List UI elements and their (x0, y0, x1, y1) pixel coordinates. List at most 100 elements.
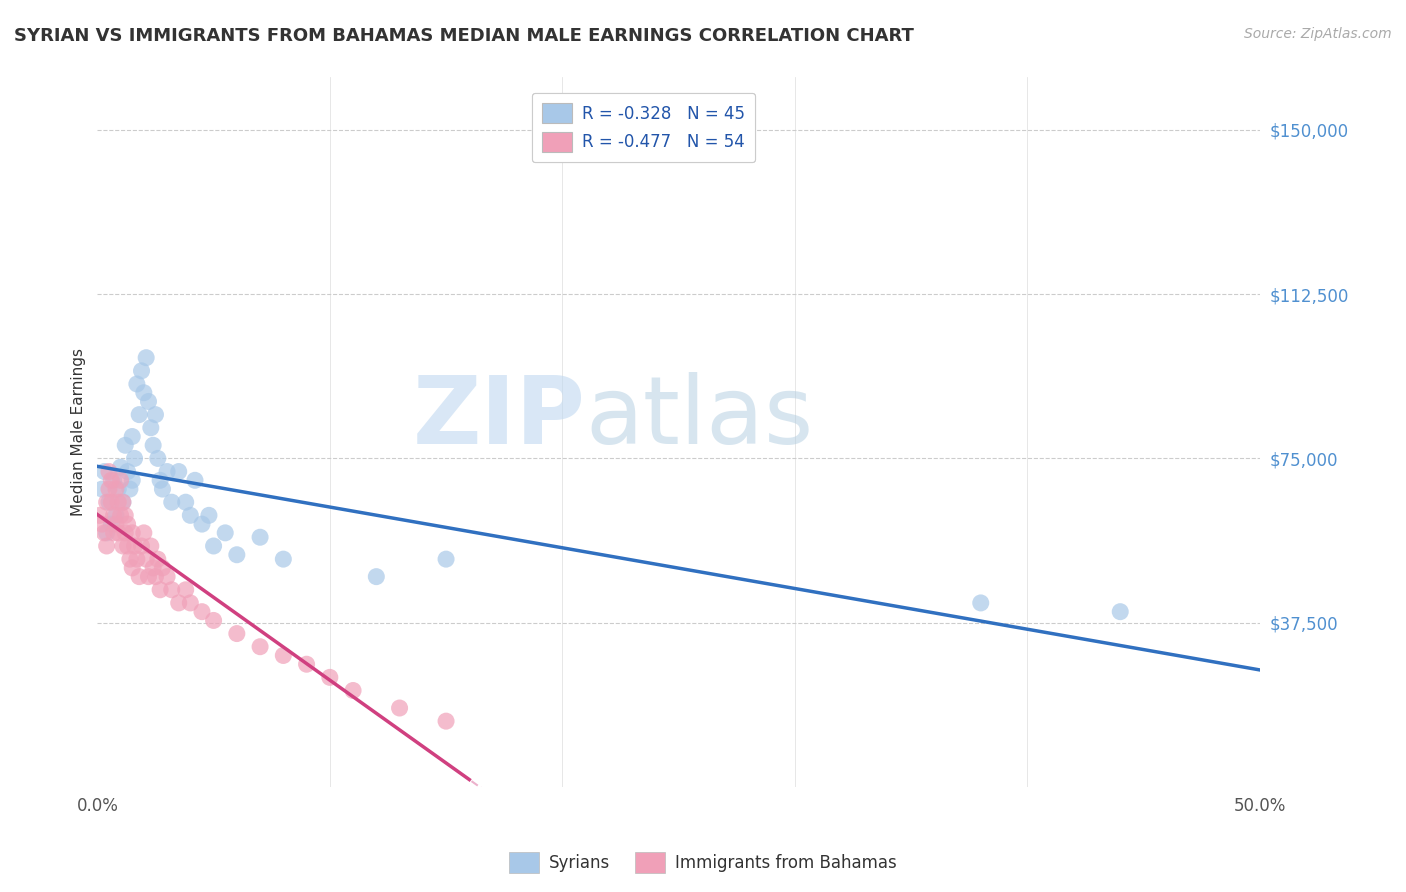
Point (366, 569, 388, 583)
Point (96, 539, 118, 553)
Point (132, 385, 155, 400)
Point (107, 495, 129, 509)
Point (131, 539, 153, 553)
Point (138, 394, 160, 409)
Point (111, 495, 134, 509)
Point (198, 508, 221, 523)
Point (118, 482, 141, 496)
Point (249, 530, 271, 544)
Point (156, 465, 179, 479)
Point (146, 451, 169, 466)
Text: atlas: atlas (585, 372, 814, 464)
Point (295, 657, 318, 672)
Point (121, 429, 143, 443)
Point (273, 648, 295, 663)
Point (104, 508, 127, 523)
Text: Source: ZipAtlas.com: Source: ZipAtlas.com (1244, 27, 1392, 41)
Point (104, 482, 127, 496)
Point (146, 552, 169, 566)
Point (98, 482, 121, 496)
Point (91, 482, 114, 496)
Legend: R = -0.328   N = 45, R = -0.477   N = 54: R = -0.328 N = 45, R = -0.477 N = 54 (531, 93, 755, 161)
Point (970, 596, 993, 610)
Point (107, 525, 129, 540)
Point (142, 561, 165, 575)
Point (93, 465, 115, 479)
Point (110, 508, 132, 523)
Point (98, 495, 121, 509)
Point (191, 517, 214, 532)
Point (114, 508, 136, 523)
Point (103, 508, 125, 523)
Point (103, 525, 125, 540)
Point (184, 473, 207, 487)
Point (118, 552, 141, 566)
Point (342, 683, 364, 698)
Point (225, 548, 247, 562)
Point (100, 517, 122, 532)
Point (145, 569, 167, 583)
Point (110, 460, 132, 475)
Point (91, 517, 114, 532)
Point (167, 465, 190, 479)
Point (145, 408, 167, 422)
Point (273, 552, 295, 566)
Point (149, 582, 172, 597)
Point (174, 495, 197, 509)
Point (110, 473, 132, 487)
Point (179, 508, 201, 523)
Point (121, 561, 143, 575)
Point (149, 473, 172, 487)
Point (434, 552, 457, 566)
Point (160, 495, 183, 509)
Point (100, 495, 122, 509)
Point (139, 539, 162, 553)
Point (152, 482, 174, 496)
Point (121, 473, 143, 487)
Point (132, 525, 155, 540)
Point (128, 408, 150, 422)
Point (103, 473, 125, 487)
Point (117, 539, 139, 553)
Point (214, 525, 236, 540)
Legend: Syrians, Immigrants from Bahamas: Syrians, Immigrants from Bahamas (502, 846, 904, 880)
Point (121, 525, 143, 540)
Point (98, 465, 121, 479)
Point (139, 421, 162, 435)
Point (1109, 605, 1132, 619)
Point (160, 582, 183, 597)
Point (191, 605, 214, 619)
Point (225, 626, 247, 640)
Point (156, 569, 179, 583)
Point (174, 582, 197, 597)
Point (100, 473, 122, 487)
Point (107, 482, 129, 496)
Point (117, 465, 139, 479)
Point (111, 539, 134, 553)
Point (125, 552, 148, 566)
Text: ZIP: ZIP (413, 372, 585, 464)
Point (319, 670, 342, 684)
Point (138, 569, 160, 583)
Point (434, 714, 457, 728)
Point (135, 552, 157, 566)
Y-axis label: Median Male Earnings: Median Male Earnings (72, 348, 86, 516)
Point (114, 525, 136, 540)
Point (96, 525, 118, 540)
Point (128, 569, 150, 583)
Point (125, 376, 148, 391)
Point (104, 517, 127, 532)
Point (179, 596, 201, 610)
Point (202, 539, 225, 553)
Text: SYRIAN VS IMMIGRANTS FROM BAHAMAS MEDIAN MALE EARNINGS CORRELATION CHART: SYRIAN VS IMMIGRANTS FROM BAHAMAS MEDIAN… (14, 27, 914, 45)
Point (96, 495, 118, 509)
Point (114, 438, 136, 452)
Point (124, 451, 146, 466)
Point (131, 364, 153, 378)
Point (202, 614, 225, 628)
Point (111, 495, 134, 509)
Point (93, 525, 115, 540)
Point (388, 701, 411, 715)
Point (249, 640, 271, 654)
Point (135, 351, 157, 365)
